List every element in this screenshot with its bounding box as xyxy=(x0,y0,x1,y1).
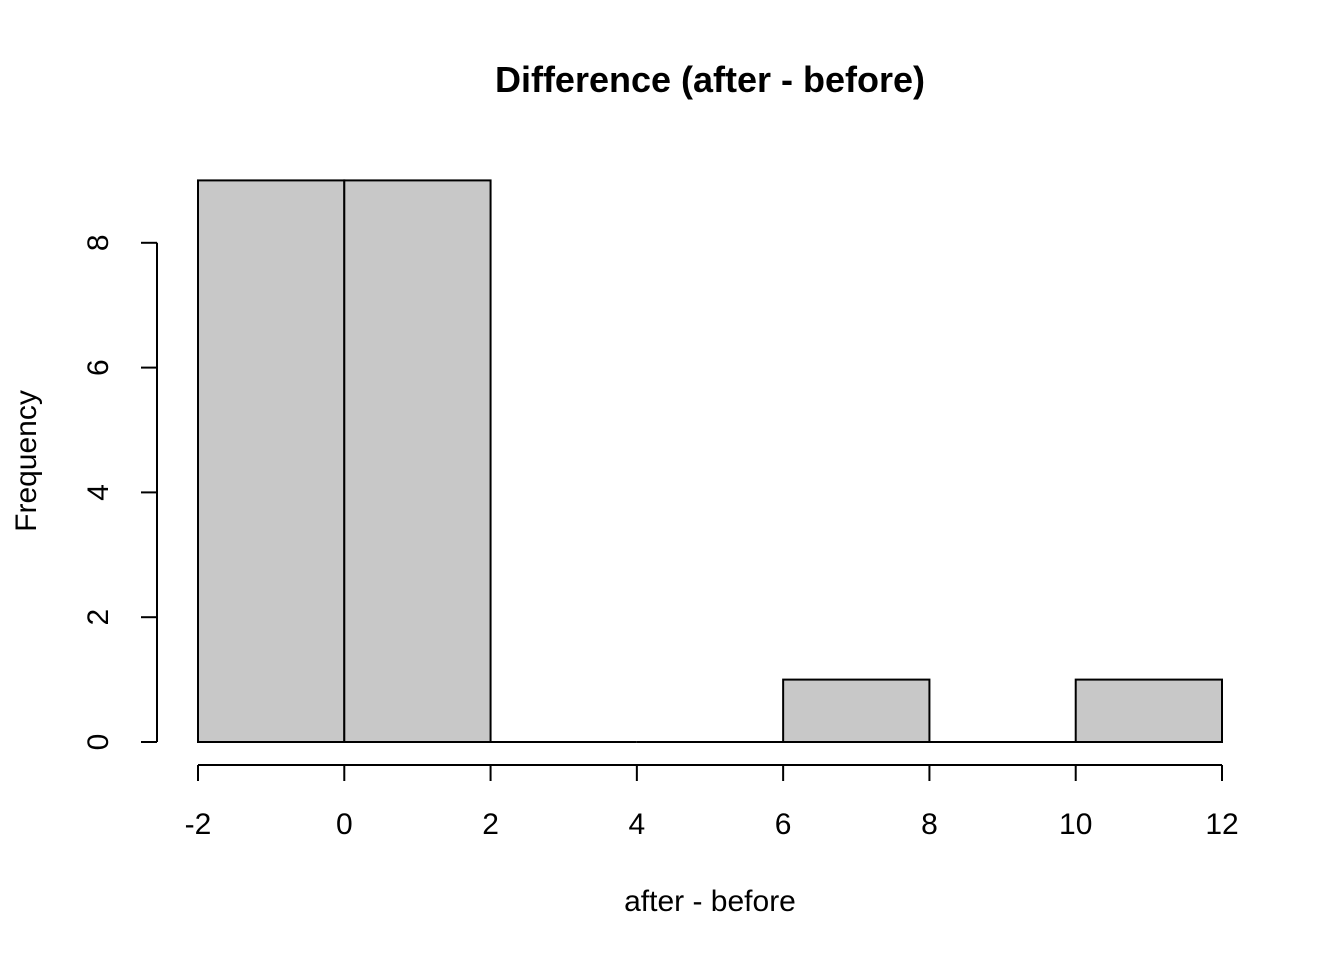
x-tick-label: 8 xyxy=(921,808,938,841)
y-tick-label: 4 xyxy=(82,484,115,501)
x-tick-label: -2 xyxy=(185,808,212,841)
y-tick-label: 0 xyxy=(82,734,115,751)
x-tick-label: 0 xyxy=(336,808,353,841)
bars-group xyxy=(197,179,1223,743)
x-axis: -2 0 2 4 6 8 10 12 xyxy=(185,764,1239,841)
y-tick-label: 6 xyxy=(82,359,115,376)
x-tick-label: 10 xyxy=(1059,808,1092,841)
y-axis-title: Frequency xyxy=(10,390,43,532)
histogram-bar xyxy=(343,179,492,743)
chart-title: Difference (after - before) xyxy=(495,59,925,100)
x-axis-title: after - before xyxy=(624,885,796,918)
histogram-bar xyxy=(782,678,931,743)
y-tick-label: 2 xyxy=(82,609,115,626)
histogram-bar xyxy=(1074,678,1223,743)
x-tick-label: 12 xyxy=(1205,808,1238,841)
x-tick-label: 2 xyxy=(482,808,499,841)
y-axis: 0 2 4 6 8 xyxy=(82,234,158,751)
x-tick-label: 6 xyxy=(775,808,792,841)
histogram-bar xyxy=(197,179,346,743)
y-tick-label: 8 xyxy=(82,234,115,251)
x-tick-label: 4 xyxy=(629,808,646,841)
